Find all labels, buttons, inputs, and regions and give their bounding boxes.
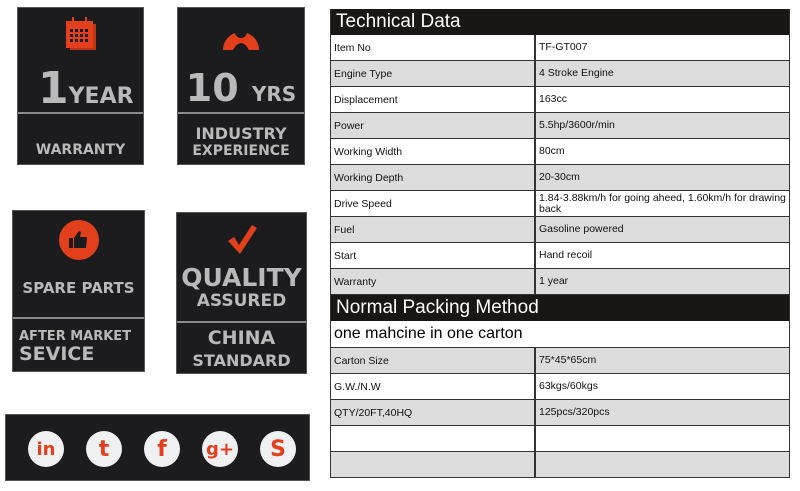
spec-label: Warranty: [331, 269, 536, 294]
experience-label-2: EXPERIENCE: [192, 143, 290, 159]
spec-label: QTY/20FT,40HQ: [331, 400, 536, 425]
spec-label: Carton Size: [331, 348, 536, 373]
spec-value: 20-30cm: [539, 171, 580, 183]
social-bar: in t f g+ S: [5, 414, 310, 481]
table-row: [331, 426, 789, 452]
service-label: SEVICE: [19, 343, 95, 365]
spec-value: 125pcs/320pcs: [539, 406, 610, 418]
table-row: Working Depth 20-30cm: [331, 165, 789, 191]
checkmark-icon: [227, 225, 257, 254]
spec-label: Item No: [331, 35, 536, 60]
spec-label: Working Depth: [331, 165, 536, 190]
table-row: Working Width 80cm: [331, 139, 789, 165]
spec-value: 1 year: [539, 275, 569, 287]
quality-tile: QUALITY ASSURED CHINA STANDARD: [176, 212, 307, 374]
packing-note: one mahcine in one carton: [331, 321, 789, 348]
table-row: Carton Size 75*45*65cm: [331, 348, 789, 374]
spec-label: Fuel: [331, 217, 536, 242]
google-plus-icon[interactable]: g+: [202, 431, 238, 467]
assured-label: ASSURED: [196, 291, 287, 311]
china-label: CHINA: [207, 327, 276, 349]
spec-label: Displacement: [331, 87, 536, 112]
table-row: Engine Type 4 Stroke Engine: [331, 61, 789, 87]
spec-table: Technical Data Item No TF-GT007 Engine Typ…: [330, 9, 790, 478]
spec-value: Gasoline powered: [539, 223, 624, 235]
packing-heading: Normal Packing Method: [331, 295, 789, 321]
spec-label: Engine Type: [331, 61, 536, 86]
warranty-label: WARRANTY: [35, 142, 126, 158]
table-row: [331, 452, 789, 478]
linkedin-icon[interactable]: in: [28, 431, 64, 467]
spec-value: 4 Stroke Engine: [539, 67, 614, 79]
table-row: Start Hand recoil: [331, 243, 789, 269]
worker-avatar-icon: [223, 26, 259, 50]
experience-label-1: INDUSTRY: [195, 124, 287, 143]
spec-value: 80cm: [539, 145, 565, 157]
spec-value: [536, 452, 789, 477]
table-row: QTY/20FT,40HQ 125pcs/320pcs: [331, 400, 789, 426]
after-market-label: AFTER MARKET: [19, 329, 132, 344]
technical-data-heading: Technical Data: [331, 9, 789, 35]
tumblr-icon[interactable]: t: [86, 431, 122, 467]
spec-label: Start: [331, 243, 536, 268]
table-row: Warranty 1 year: [331, 269, 789, 295]
table-row: G.W./N.W 63kgs/60kgs: [331, 374, 789, 400]
spec-label: Drive Speed: [331, 191, 536, 216]
standard-label: STANDARD: [192, 351, 291, 370]
spec-label: [331, 426, 536, 451]
spec-label: G.W./N.W: [331, 374, 536, 399]
skype-icon[interactable]: S: [260, 431, 296, 467]
spec-label: Power: [331, 113, 536, 138]
warranty-tile: 1YEAR WARRANTY: [17, 7, 144, 165]
spare-parts-label: SPARE PARTS: [22, 279, 135, 297]
experience-number: 10: [185, 66, 239, 110]
spec-value: 63kgs/60kgs: [539, 380, 598, 392]
quality-label: QUALITY: [181, 263, 302, 292]
spec-label: [331, 452, 536, 477]
table-row: Fuel Gasoline powered: [331, 217, 789, 243]
table-row: Displacement 163cc: [331, 87, 789, 113]
spec-value: 163cc: [539, 93, 568, 105]
spec-value: 75*45*65cm: [539, 354, 597, 366]
warranty-number: 1: [38, 63, 69, 114]
experience-unit: YRS: [251, 82, 297, 106]
warranty-unit: YEAR: [68, 84, 134, 109]
experience-tile: 10 YRS INDUSTRY EXPERIENCE: [177, 7, 305, 165]
spec-value: [536, 426, 789, 451]
table-row: Power 5.5hp/3600r/min: [331, 113, 789, 139]
spec-value: 1.84-3.88km/h for going aheed, 1.60km/h …: [539, 191, 786, 215]
spec-value: 5.5hp/3600r/min: [539, 119, 615, 131]
table-row: Drive Speed 1.84-3.88km/h for going aheed…: [331, 191, 789, 217]
table-row: Item No TF-GT007: [331, 35, 789, 61]
spec-value: TF-GT007: [539, 41, 588, 53]
calendar-icon: [65, 17, 96, 50]
spec-value: Hand recoil: [539, 249, 593, 261]
spec-label: Working Width: [331, 139, 536, 164]
spare-parts-tile: SPARE PARTS AFTER MARKET SEVICE: [12, 210, 145, 372]
thumbs-up-icon: [58, 220, 99, 260]
facebook-icon[interactable]: f: [144, 431, 180, 467]
